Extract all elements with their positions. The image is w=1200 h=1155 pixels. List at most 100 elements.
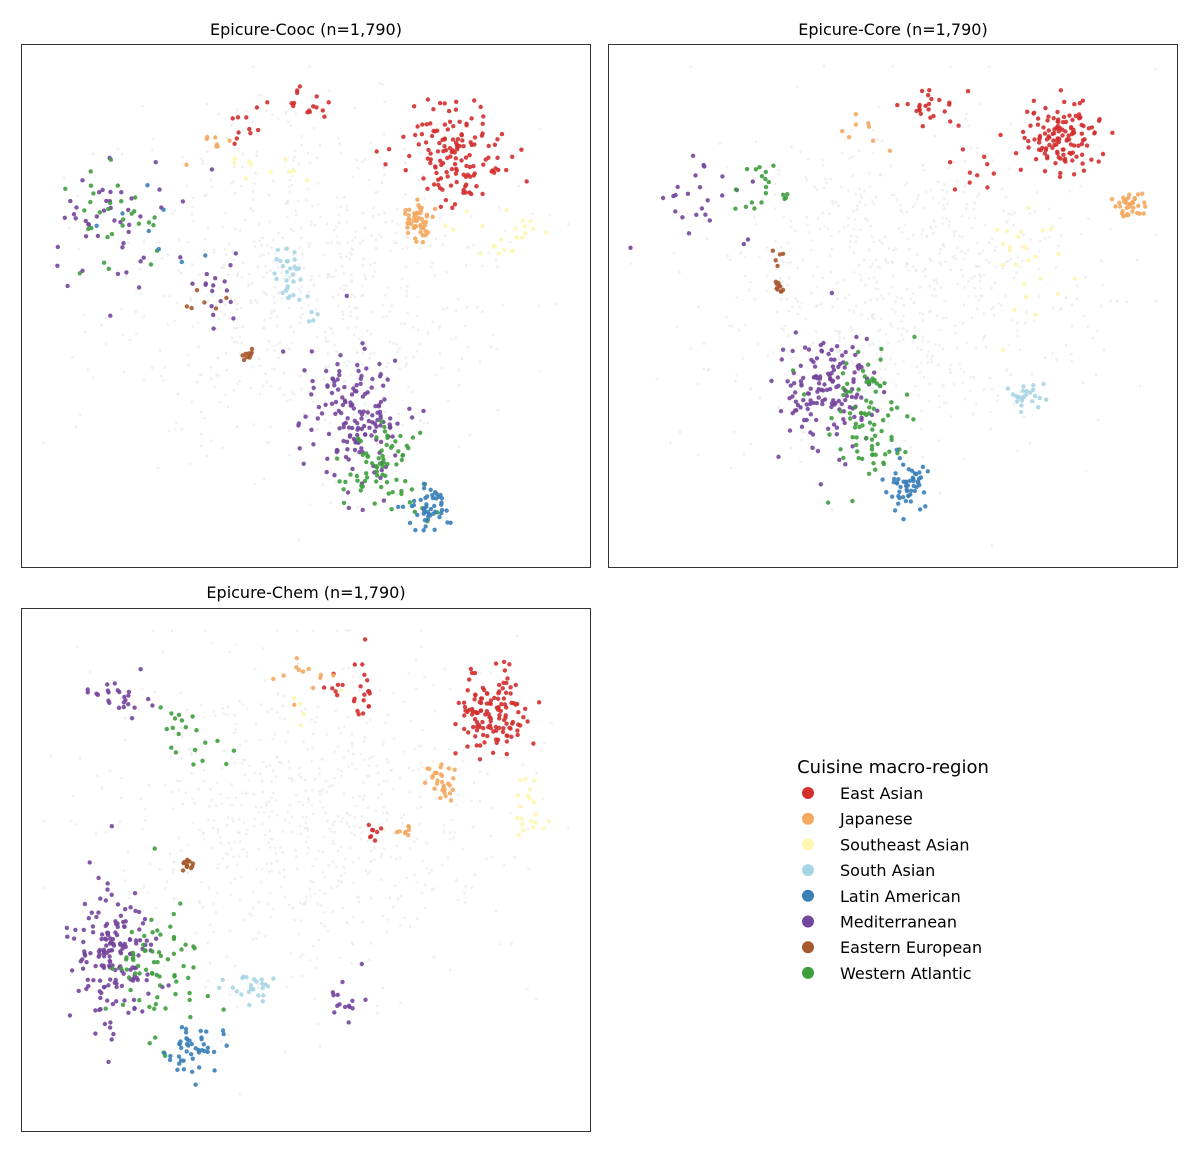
data-point: [211, 312, 216, 318]
data-point-unlabeled: [307, 800, 311, 804]
data-point-unlabeled: [362, 794, 366, 798]
data-point: [423, 228, 428, 234]
data-point: [848, 416, 853, 421]
data-point-unlabeled: [743, 274, 747, 277]
data-point-unlabeled: [405, 294, 409, 297]
data-point-unlabeled: [1019, 245, 1023, 248]
data-point: [196, 1047, 201, 1053]
data-point: [360, 341, 365, 346]
data-point-unlabeled: [310, 220, 313, 224]
data-point-unlabeled: [381, 743, 384, 747]
data-point-unlabeled: [730, 466, 733, 470]
data-point-unlabeled: [385, 365, 389, 369]
data-point-unlabeled: [260, 805, 263, 809]
data-point-unlabeled: [291, 229, 295, 233]
data-point: [330, 686, 335, 691]
data-point-unlabeled: [354, 236, 357, 239]
data-point-unlabeled: [261, 760, 265, 764]
data-point: [374, 479, 379, 484]
data-point-unlabeled: [206, 227, 210, 231]
data-point-unlabeled: [478, 360, 482, 364]
data-point-unlabeled: [284, 740, 288, 744]
data-point: [455, 147, 460, 152]
data-point: [362, 432, 368, 437]
data-point: [903, 498, 909, 504]
data-point: [923, 504, 928, 509]
data-point-unlabeled: [264, 765, 268, 768]
data-point: [427, 766, 432, 772]
data-point-unlabeled: [371, 214, 375, 218]
data-point-unlabeled: [140, 687, 144, 691]
data-point: [231, 748, 237, 753]
data-point-unlabeled: [209, 179, 213, 182]
data-point-unlabeled: [1029, 237, 1033, 241]
data-point-unlabeled: [476, 306, 479, 309]
data-point: [86, 222, 91, 227]
data-point-unlabeled: [749, 387, 753, 390]
data-point: [449, 166, 455, 172]
data-point: [1071, 172, 1077, 177]
data-point-unlabeled: [433, 709, 437, 713]
data-point-unlabeled: [363, 758, 367, 761]
data-point-unlabeled: [380, 852, 384, 856]
data-point-unlabeled: [929, 188, 932, 192]
data-point: [403, 829, 408, 835]
data-point: [461, 700, 467, 705]
data-point-unlabeled: [454, 336, 457, 340]
data-point: [1080, 98, 1086, 103]
data-point-unlabeled: [226, 796, 230, 800]
data-point-unlabeled: [333, 830, 337, 834]
data-point-unlabeled: [873, 287, 877, 291]
data-point-unlabeled: [330, 241, 333, 245]
data-point-unlabeled: [498, 943, 502, 947]
data-point: [445, 174, 450, 179]
data-point: [778, 284, 783, 289]
data-point-unlabeled: [400, 322, 403, 326]
data-point-unlabeled: [167, 429, 171, 433]
data-point-unlabeled: [1012, 224, 1015, 227]
data-point: [370, 413, 375, 418]
data-point-unlabeled: [144, 819, 148, 822]
data-point: [887, 148, 893, 153]
data-point: [414, 211, 420, 216]
data-point-unlabeled: [197, 345, 200, 349]
data-point: [64, 925, 70, 931]
data-point-unlabeled: [375, 1004, 379, 1008]
data-point: [333, 399, 339, 405]
data-point-unlabeled: [217, 112, 221, 116]
data-point: [1048, 226, 1054, 232]
data-point-unlabeled: [279, 761, 283, 765]
data-point-unlabeled: [350, 239, 354, 243]
data-point-unlabeled: [386, 918, 389, 921]
data-point: [1033, 312, 1038, 317]
data-point: [1012, 307, 1017, 313]
data-point-unlabeled: [350, 293, 354, 296]
data-point: [490, 750, 496, 755]
data-point-unlabeled: [343, 857, 347, 861]
data-point-unlabeled: [306, 829, 310, 832]
data-point-unlabeled: [337, 221, 341, 225]
data-point-unlabeled: [432, 955, 436, 959]
data-point-unlabeled: [393, 241, 396, 245]
data-point-unlabeled: [258, 392, 262, 396]
data-point-unlabeled: [335, 350, 339, 353]
data-point: [192, 747, 198, 753]
data-point: [425, 97, 431, 102]
data-point: [370, 827, 375, 833]
data-point-unlabeled: [938, 251, 941, 255]
data-point-unlabeled: [961, 274, 965, 278]
data-point-unlabeled: [799, 151, 803, 154]
data-point: [498, 237, 504, 243]
data-point-unlabeled: [240, 875, 244, 879]
data-point-unlabeled: [233, 761, 237, 764]
data-point: [296, 421, 302, 426]
data-point-unlabeled: [852, 209, 856, 213]
data-point: [394, 477, 399, 482]
data-point: [294, 267, 299, 272]
data-point-unlabeled: [389, 768, 393, 772]
data-point: [190, 1056, 195, 1061]
data-point-unlabeled: [180, 428, 184, 431]
data-point: [381, 383, 386, 388]
data-point: [1007, 248, 1012, 253]
data-point: [454, 168, 459, 173]
